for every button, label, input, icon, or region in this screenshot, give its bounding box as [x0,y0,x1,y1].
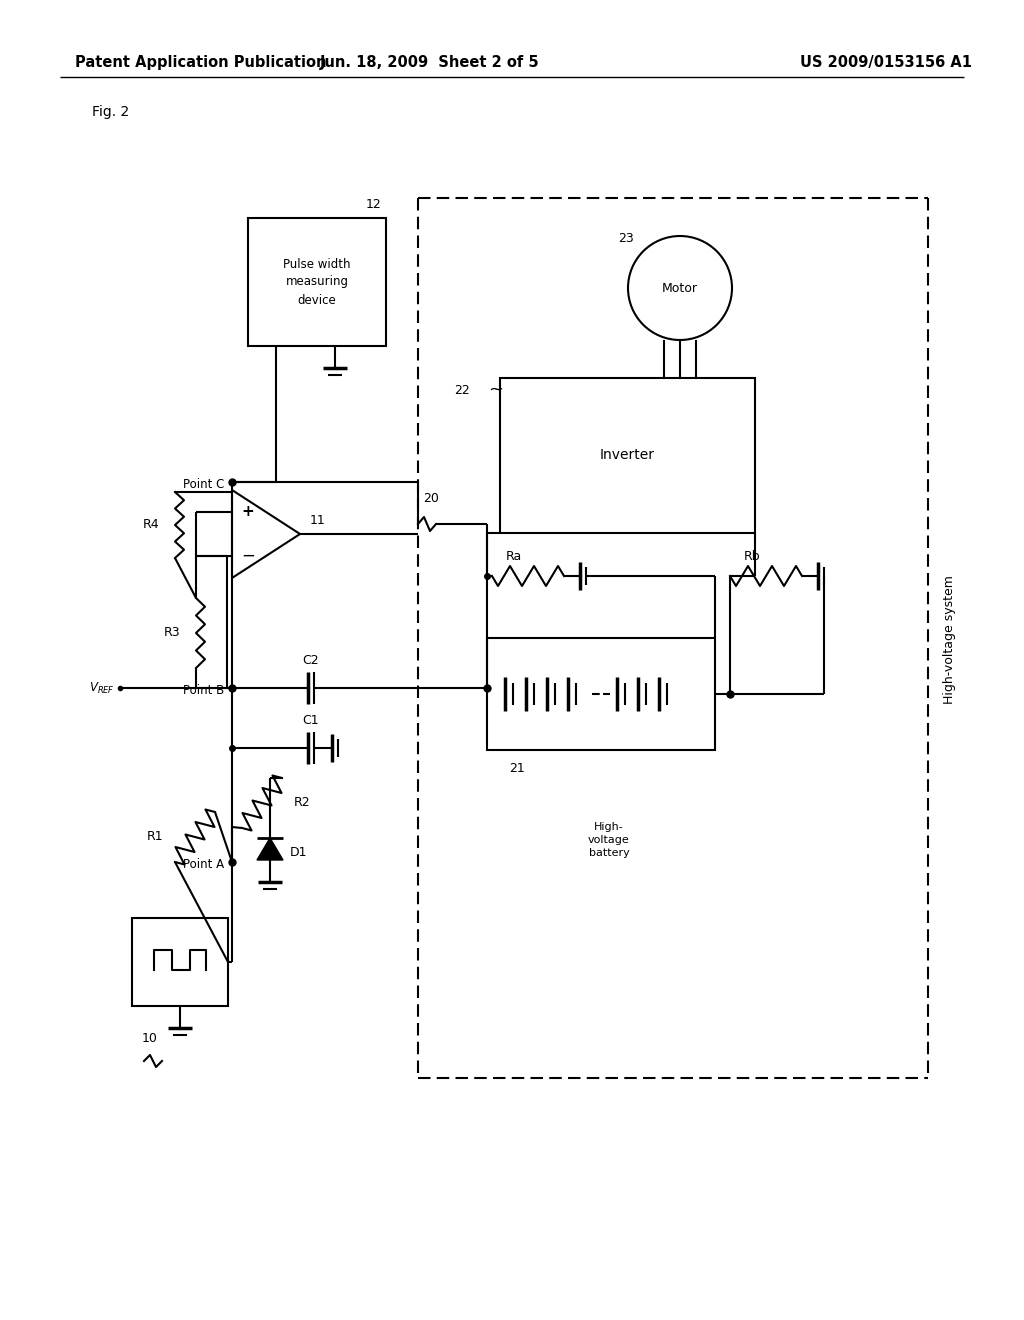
Text: 10: 10 [142,1031,158,1044]
Text: −: − [241,546,255,565]
Text: Rb: Rb [743,549,760,562]
Text: R2: R2 [294,796,310,809]
Text: +: + [242,504,254,520]
Polygon shape [232,490,300,578]
Text: D1: D1 [290,846,307,858]
Bar [248,218,386,346]
Text: 12: 12 [366,198,381,210]
Text: $V_{REF}$: $V_{REF}$ [89,680,115,696]
Text: Point C: Point C [182,478,224,491]
Text: Pulse width
measuring
device: Pulse width measuring device [284,257,351,306]
Text: 11: 11 [310,513,326,527]
Text: C2: C2 [303,653,319,667]
Text: Motor: Motor [662,281,698,294]
Text: Point A: Point A [183,858,224,870]
Text: 23: 23 [618,231,634,244]
Text: High-
voltage
battery: High- voltage battery [588,822,630,858]
Text: Fig. 2: Fig. 2 [92,106,129,119]
Text: 21: 21 [509,762,524,775]
Bar [487,638,715,750]
Text: R1: R1 [146,830,163,843]
Text: 22: 22 [455,384,470,396]
Text: R3: R3 [164,627,180,639]
Text: US 2009/0153156 A1: US 2009/0153156 A1 [800,54,972,70]
Text: Patent Application Publication: Patent Application Publication [75,54,327,70]
Text: ~: ~ [488,381,503,399]
Text: Jun. 18, 2009  Sheet 2 of 5: Jun. 18, 2009 Sheet 2 of 5 [321,54,540,70]
Text: 20: 20 [423,492,439,506]
Text: Inverter: Inverter [599,447,654,462]
Text: C1: C1 [303,714,319,726]
Polygon shape [257,838,283,861]
Bar [132,917,228,1006]
Text: Point B: Point B [182,684,224,697]
Bar [500,378,755,533]
Text: R4: R4 [142,519,159,532]
Text: Ra: Ra [506,549,522,562]
Text: High-voltage system: High-voltage system [943,576,956,705]
